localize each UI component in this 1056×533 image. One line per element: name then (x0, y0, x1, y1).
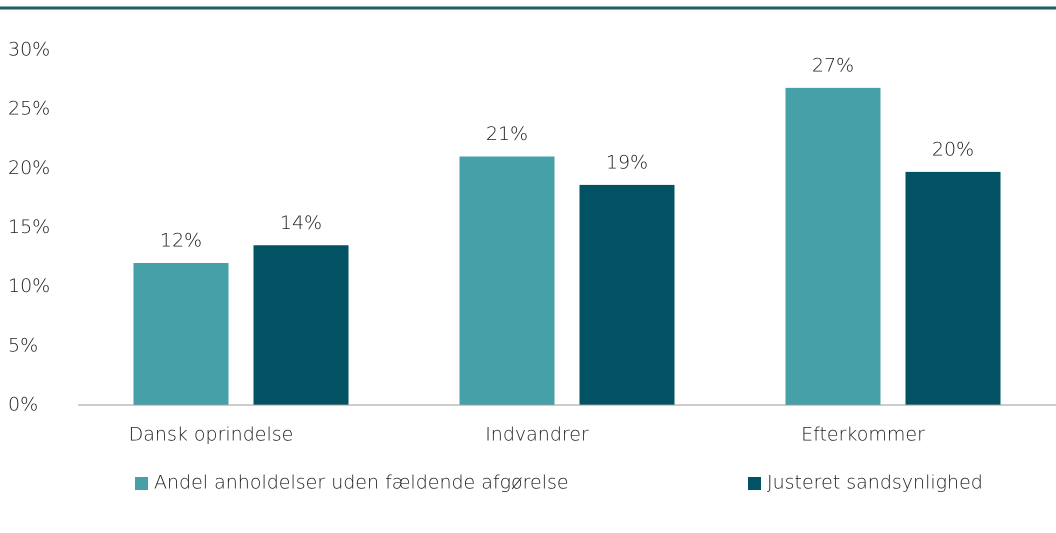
y-tick-label: 0% (8, 394, 38, 416)
y-tick-label: 15% (8, 216, 50, 238)
value-label: 27% (812, 54, 854, 76)
legend-label: Justeret sandsynlighed (767, 472, 983, 494)
y-tick-label: 20% (8, 157, 50, 179)
bar (579, 184, 675, 405)
value-label: 19% (606, 151, 648, 173)
bar (905, 171, 1001, 405)
bar (459, 156, 555, 405)
y-tick-label: 10% (8, 275, 50, 297)
value-label: 20% (932, 138, 974, 160)
bar (253, 245, 349, 405)
bar (785, 87, 881, 405)
legend-swatch (748, 477, 761, 490)
value-label: 14% (280, 212, 322, 234)
value-label: 21% (486, 123, 528, 145)
y-tick-label: 25% (8, 98, 50, 120)
y-tick-label: 30% (8, 39, 50, 61)
x-tick-label: Efterkommer (801, 424, 925, 446)
legend-label: Andel anholdelser uden fældende afgørels… (154, 472, 569, 494)
bar (133, 263, 229, 405)
x-tick-label: Indvandrer (485, 424, 589, 446)
y-tick-label: 5% (8, 334, 38, 356)
x-tick-label: Dansk oprindelse (129, 424, 294, 446)
legend-swatch (135, 477, 148, 490)
value-label: 12% (160, 230, 202, 252)
